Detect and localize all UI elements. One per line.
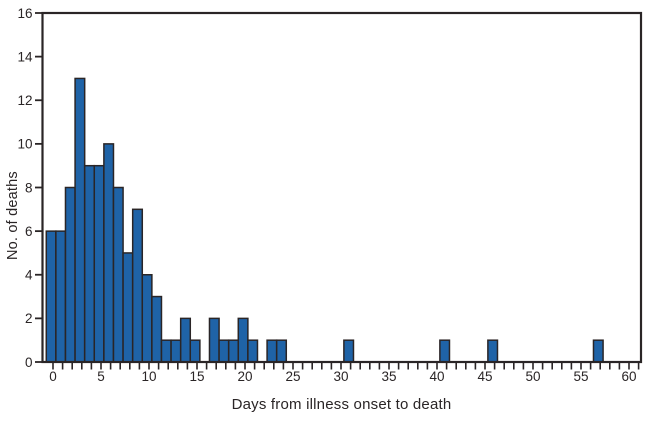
histogram-bar [55,230,67,363]
y-axis-title: No. of deaths [5,171,21,261]
histogram-bar [122,252,134,363]
x-axis-title: Days from illness onset to death [231,396,452,413]
x-tick-label: 10 [141,369,156,384]
histogram-bar [103,143,115,363]
plot-border [41,11,643,364]
histogram-bar [83,164,96,363]
histogram-bar [343,339,355,363]
x-tick-label: 15 [189,369,204,384]
y-tick-label: 4 [25,268,33,283]
histogram-bar [151,295,163,363]
y-tick-label: 16 [17,6,32,21]
histogram-bar [439,339,451,363]
x-tick-label: 35 [381,369,396,384]
histogram-bar [179,317,192,363]
histogram-bar [64,186,76,363]
histogram-bar [592,339,604,363]
y-tick-label: 2 [25,311,33,326]
x-tick-label: 5 [97,369,105,384]
histogram-bar [131,208,144,363]
y-tick-label: 10 [17,137,32,152]
histogram-bar [74,77,86,363]
histogram-bar [93,164,105,363]
x-tick-label: 60 [621,369,636,384]
x-tick-label: 50 [525,369,540,384]
histogram-bar [170,339,182,363]
y-tick-label: 12 [17,93,32,108]
y-tick-label: 14 [17,49,33,64]
histogram-bar [266,339,278,363]
x-tick-label: 0 [49,369,57,384]
y-tick-label: 6 [25,224,33,239]
histogram-bar [208,317,220,363]
histogram-bar [189,339,201,363]
x-tick-label: 20 [237,369,252,384]
histogram-bar [487,339,499,363]
histogram-bar [45,230,57,363]
x-tick-label: 25 [285,369,300,384]
histogram-bar [141,274,153,363]
histogram-bar [247,339,259,363]
y-tick-label: 0 [25,355,33,370]
histogram-bar [237,317,249,363]
histogram-bar [275,339,288,363]
x-tick-label: 40 [429,369,444,384]
histogram-bar [227,339,240,363]
histogram-bar [112,186,124,363]
x-tick-label: 45 [477,369,492,384]
y-tick-label: 8 [25,180,33,195]
histogram-bar [160,339,172,363]
histogram-bar [218,339,230,363]
x-tick-label: 55 [573,369,588,384]
x-tick-label: 30 [333,369,348,384]
